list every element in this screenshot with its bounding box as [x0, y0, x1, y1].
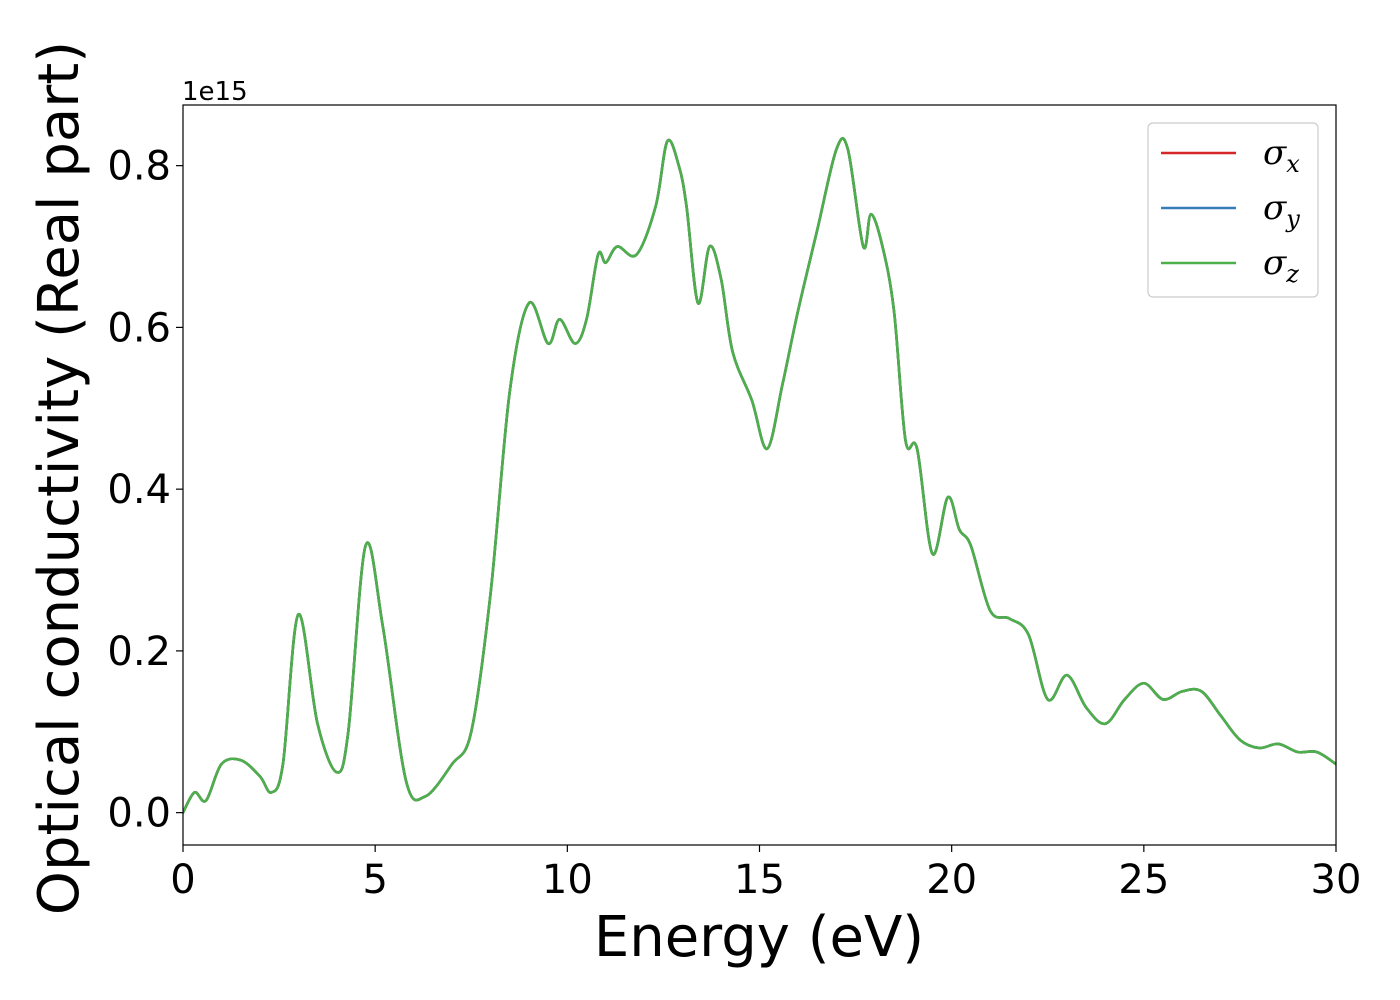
y-tick-label: 0.0	[107, 791, 171, 837]
series-line-z	[183, 137, 1336, 814]
y-tick-label: 0.4	[107, 467, 171, 513]
plot-area: 0 5 10 15 20 25 30 0.0 0.2 0.4 0.6 0.8	[107, 104, 1362, 903]
legend-label-z: σz	[1263, 243, 1299, 288]
x-tick-label: 25	[1118, 857, 1169, 903]
y-offset-label: 1e15	[182, 77, 248, 107]
legend-box	[1147, 122, 1319, 298]
series-group	[183, 137, 1336, 814]
y-tick-label: 0.2	[107, 629, 171, 675]
y-axis-label: Optical conductivity (Real part)	[27, 41, 92, 915]
x-tick-label: 0	[170, 857, 195, 903]
legend: σx σy σz	[1147, 122, 1319, 298]
x-tick-label: 30	[1311, 857, 1362, 903]
x-tick-label: 15	[734, 857, 785, 903]
x-axis-label: Energy (eV)	[594, 905, 924, 970]
x-tick-label: 20	[926, 857, 977, 903]
legend-label-x: σx	[1263, 133, 1300, 178]
x-tick-label: 10	[542, 857, 593, 903]
y-tick-label: 0.6	[107, 305, 171, 351]
y-tick-label: 0.8	[107, 144, 171, 190]
legend-label-y: σy	[1263, 188, 1300, 233]
x-tick-label: 5	[362, 857, 387, 903]
